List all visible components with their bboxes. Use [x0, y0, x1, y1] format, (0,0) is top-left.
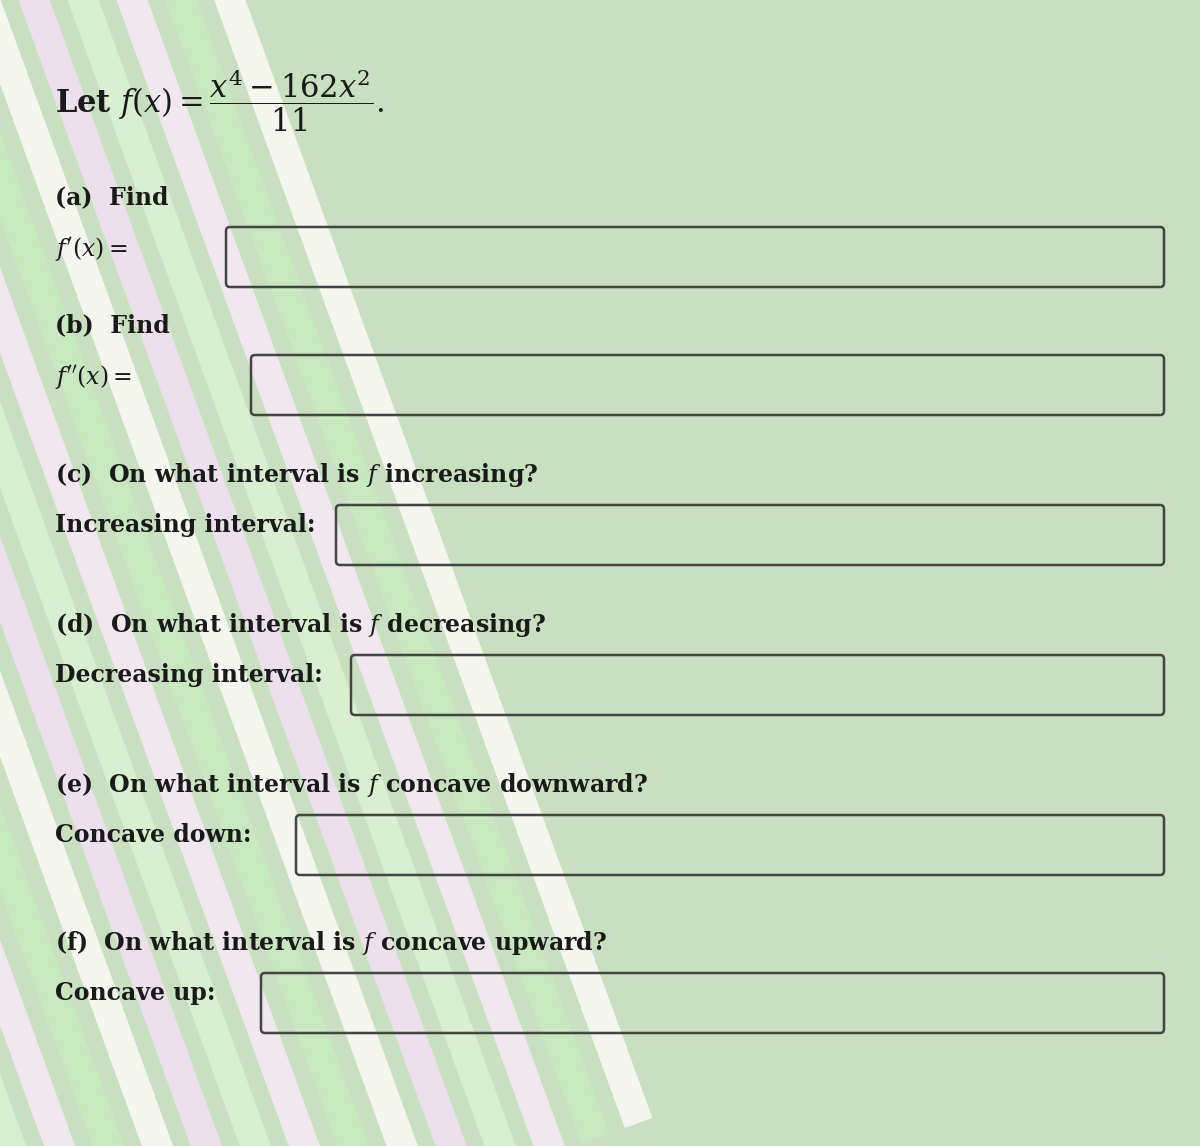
Text: (d)  On what interval is $f$ decreasing?: (d) On what interval is $f$ decreasing?	[55, 611, 546, 639]
Polygon shape	[0, 0, 652, 1128]
Polygon shape	[0, 0, 133, 1146]
Polygon shape	[0, 0, 90, 1146]
Text: (b)  Find: (b) Find	[55, 313, 169, 337]
Polygon shape	[0, 0, 263, 1146]
Text: (f)  On what interval is $f$ concave upward?: (f) On what interval is $f$ concave upwa…	[55, 929, 607, 957]
Text: Let $f(x) = \dfrac{x^4 - 162x^2}{11}.$: Let $f(x) = \dfrac{x^4 - 162x^2}{11}.$	[55, 68, 384, 134]
Text: Decreasing interval:: Decreasing interval:	[55, 664, 323, 686]
Text: Increasing interval:: Increasing interval:	[55, 513, 316, 537]
Polygon shape	[0, 0, 565, 1146]
Polygon shape	[0, 0, 220, 1146]
Polygon shape	[0, 0, 176, 1146]
Polygon shape	[0, 0, 392, 1146]
Text: (c)  On what interval is $f$ increasing?: (c) On what interval is $f$ increasing?	[55, 461, 539, 489]
Polygon shape	[0, 0, 47, 1146]
Polygon shape	[0, 0, 436, 1146]
Polygon shape	[0, 0, 349, 1146]
Polygon shape	[0, 0, 306, 1146]
Polygon shape	[0, 0, 522, 1146]
Text: Concave up:: Concave up:	[55, 981, 216, 1005]
Text: Concave down:: Concave down:	[55, 823, 252, 847]
Text: (a)  Find: (a) Find	[55, 185, 168, 209]
Polygon shape	[0, 0, 608, 1143]
Polygon shape	[0, 0, 479, 1146]
Polygon shape	[0, 0, 4, 1146]
Text: (e)  On what interval is $f$ concave downward?: (e) On what interval is $f$ concave down…	[55, 771, 648, 799]
Text: $f''(x) =$: $f''(x) =$	[55, 363, 132, 391]
Text: $f'(x) =$: $f'(x) =$	[55, 235, 127, 262]
